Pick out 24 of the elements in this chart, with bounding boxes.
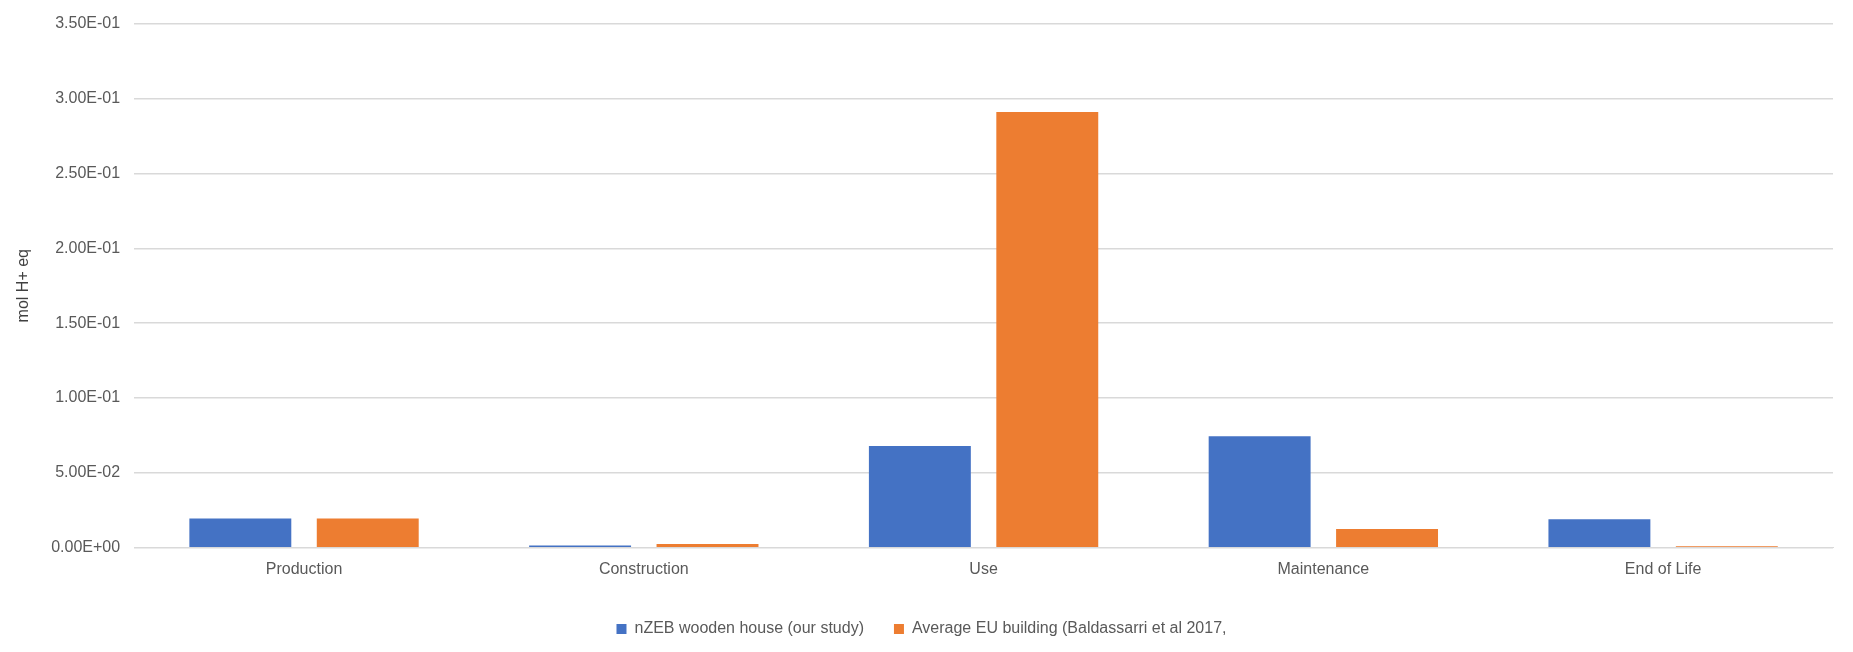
x-tick-label: End of Life	[1624, 559, 1702, 577]
bar	[656, 544, 759, 548]
y-tick-label: 0.00E+00	[51, 538, 121, 556]
bar	[316, 518, 419, 548]
y-tick-label: 1.50E-01	[55, 313, 121, 331]
y-tick-label: 3.50E-01	[55, 14, 121, 32]
bar	[1548, 519, 1651, 548]
y-tick-label: 5.00E-02	[55, 463, 121, 481]
bar	[1336, 529, 1439, 548]
y-tick-label: 3.00E-01	[55, 88, 121, 106]
x-tick-label: Construction	[598, 559, 689, 577]
legend-label: nZEB wooden house (our study)	[634, 619, 864, 637]
y-tick-label: 2.00E-01	[55, 238, 121, 256]
bar	[189, 518, 292, 548]
y-tick-label: 1.00E-01	[55, 388, 121, 406]
bar	[868, 445, 971, 548]
legend-label: Average EU building (Baldassarri et al 2017,	[911, 619, 1227, 637]
bar	[996, 111, 1099, 548]
x-tick-label: Use	[969, 559, 998, 577]
bar	[1208, 436, 1311, 548]
y-axis-title: mol H+ eq	[14, 249, 32, 323]
y-tick-label: 2.50E-01	[55, 163, 121, 181]
x-tick-label: Maintenance	[1277, 559, 1370, 577]
x-tick-label: Production	[265, 559, 343, 577]
